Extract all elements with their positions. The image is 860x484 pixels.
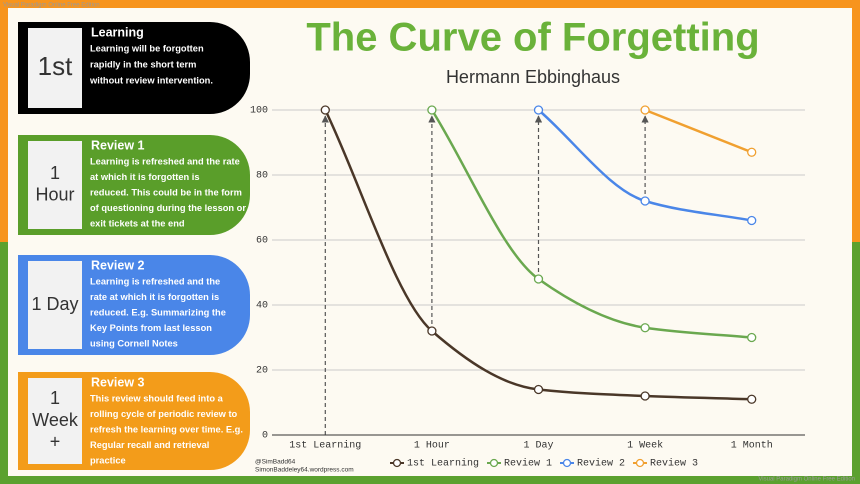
panel-title: Learning [91,25,144,39]
legend-marker [562,458,572,468]
x-tick-label: 1 Day [523,441,553,452]
panel-title: Review 2 [91,258,145,272]
y-tick-label: 80 [256,171,268,182]
x-tick-label: 1st Learning [289,440,361,452]
badge-text: Hour [35,185,74,205]
x-tick-label: 1 Month [731,440,773,452]
panel-text: reduced. E.g. Summarizing the [90,307,226,317]
badge [28,378,82,464]
chart-title: The Curve of Forgetting [306,16,759,60]
panel-text: of questioning during the lesson or [90,203,246,213]
panel-text: exit tickets at the end [90,218,185,228]
point [427,105,437,115]
badge-text: 1st [38,51,73,81]
point [640,196,650,206]
point [747,147,757,157]
x-tick-label: 1 Week [627,440,663,452]
series-line [324,109,752,401]
credit: @SimBadd64 [255,459,296,466]
panel-text: rapidly in the short term [90,59,196,69]
legend-marker [635,458,645,468]
credit: SimonBaddeley64.wordpress.com [255,467,354,474]
badge-text: 1 Day [31,294,78,314]
badge [28,141,82,229]
watermark: Visual Paradigm Online Free Edition [3,3,100,9]
series-line [430,109,752,339]
panel-text: Learning will be forgotten [90,43,204,53]
point [640,391,650,401]
point [747,332,757,343]
legend-label: Review 1 [504,458,552,470]
y-tick-label: 100 [250,106,268,117]
point [533,274,544,284]
legend-label: Review 2 [577,458,625,470]
point [533,105,544,115]
legend-label: 1st Learning [407,458,479,470]
panel-text: Learning is refreshed and the rate [90,156,240,166]
panel-text: reduced. This could be in the form [90,187,242,197]
badge-text: + [50,431,61,451]
panel-text: using Cornell Notes [90,338,178,348]
panel-text: rate at which it is forgotten is [90,292,219,302]
panel-text: This review should feed into a [90,393,224,403]
badge [28,261,82,349]
legend-marker [392,458,402,468]
point [640,105,650,115]
panel-text: rolling cycle of periodic review to [90,409,238,419]
watermark: Visual Paradigm Online Free Edition [758,477,855,483]
panel-text: without review intervention. [89,75,213,85]
x-tick-label: 1 Hour [414,441,450,452]
point [427,326,437,336]
series-line [644,108,753,154]
point [320,105,330,115]
point [640,323,650,333]
badge-text: 1 [50,388,60,408]
panel-text: practice [90,455,126,465]
panel-text: Regular recall and retrieval [90,440,209,450]
panel-text: refresh the learning over time. E.g. [90,424,243,434]
badge [28,28,82,108]
point [747,394,757,404]
legend-label: Review 3 [650,458,698,470]
y-tick-label: 40 [256,301,268,312]
chart-subtitle: Hermann Ebbinghaus [446,67,620,87]
panel-text: Learning is refreshed and the [90,276,220,286]
panel-title: Review 3 [91,375,145,389]
panel-title: Review 1 [91,138,145,152]
y-tick-label: 60 [256,236,268,247]
point [747,215,757,226]
panel-text: Key Points from last lesson [90,323,212,333]
legend-marker [489,458,499,468]
y-tick-label: 20 [256,366,268,377]
point [533,384,544,395]
panel-text: at which it is forgotten is [90,172,200,182]
y-tick-label: 0 [262,431,268,442]
badge-text: Week [32,410,79,430]
badge-text: 1 [50,163,60,183]
